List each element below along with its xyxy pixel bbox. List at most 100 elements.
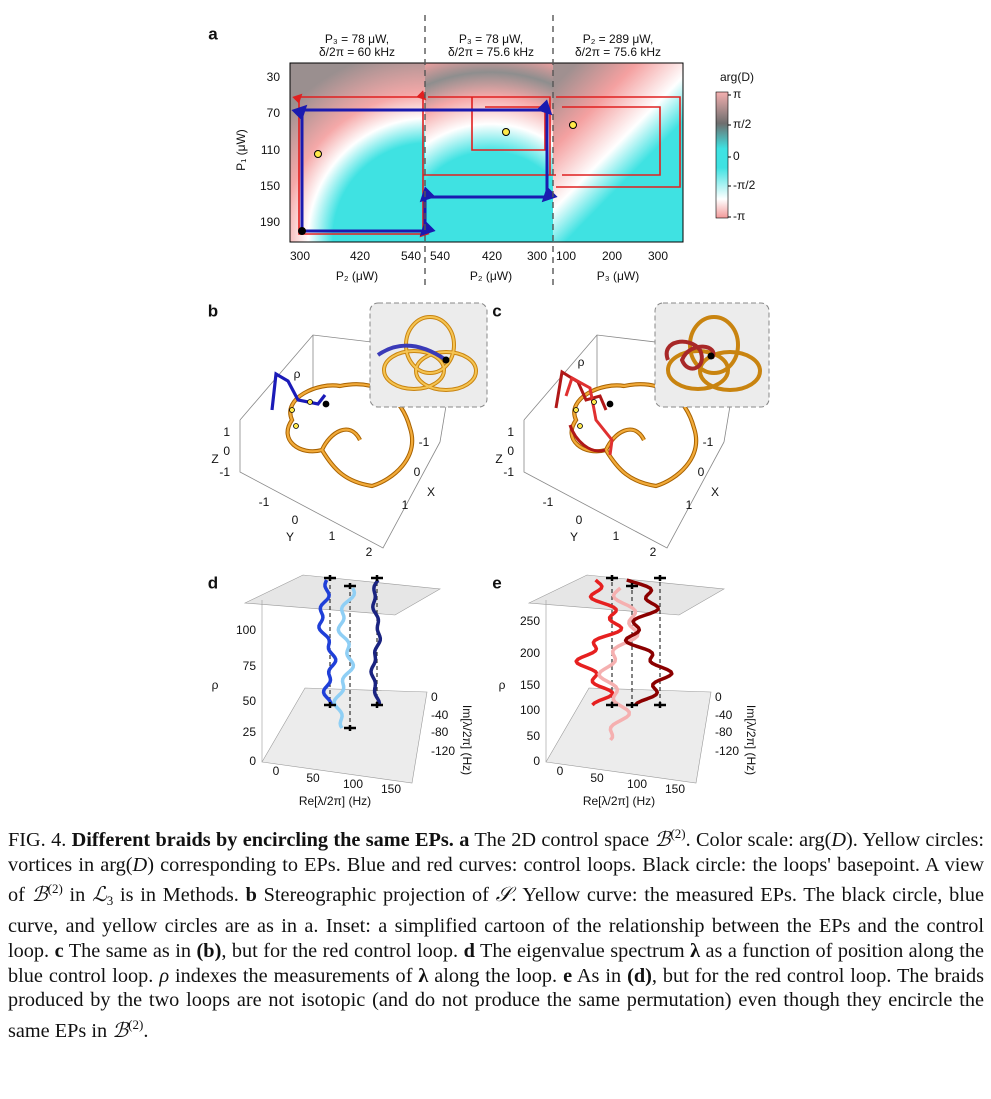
blue-braid xyxy=(270,371,327,411)
x-tick-label: 300 xyxy=(527,249,547,263)
caption-math: (2) xyxy=(47,881,63,897)
red-braid xyxy=(554,369,614,456)
caption: FIG. 4. Different braids by encircling t… xyxy=(8,822,984,1044)
tick-label: 1 xyxy=(329,529,336,543)
caption-title: Different braids by encircling the same … xyxy=(71,829,454,851)
axis-label: Y xyxy=(570,530,578,544)
tick-label: 1 xyxy=(686,498,693,512)
tick-label: 0 xyxy=(273,764,280,778)
endpoint xyxy=(626,583,638,589)
tick-label: -1 xyxy=(419,435,430,449)
tick-label: 0 xyxy=(223,444,230,458)
endpoint xyxy=(654,575,666,581)
tick-label: 25 xyxy=(243,725,257,739)
caption-text: (d) xyxy=(627,964,652,987)
x-tick-label: 540 xyxy=(401,249,421,263)
tick-label: -1 xyxy=(703,435,714,449)
x-tick-label: 420 xyxy=(482,249,502,263)
colorbar-tick-label: -π xyxy=(733,209,745,223)
tick-label: 0 xyxy=(507,444,514,458)
caption-text: Stereographic projection of xyxy=(256,884,496,907)
caption-text: The eigenvalue spectrum xyxy=(474,939,691,962)
tick-label: 1 xyxy=(223,425,230,439)
ep-markers xyxy=(573,399,614,429)
tick-label: 50 xyxy=(306,771,320,785)
x-axis-label: P₃ (μW) xyxy=(597,269,639,283)
spectrum-trace xyxy=(317,579,338,706)
tick-label: 75 xyxy=(243,659,257,673)
caption-text: c xyxy=(54,939,64,962)
caption-text: e xyxy=(563,964,573,987)
tick-label: 150 xyxy=(520,678,540,692)
tick-label: -1 xyxy=(259,495,270,509)
colorbar xyxy=(715,91,729,219)
y-tick-label: 70 xyxy=(267,106,281,120)
endpoint xyxy=(344,583,356,589)
spectrum-trace xyxy=(597,586,640,742)
y-axis-label: P₁ (μW) xyxy=(234,129,248,171)
caption-math: λ xyxy=(418,964,429,987)
tick-label: -120 xyxy=(431,744,455,758)
caption-text: The same as in xyxy=(63,939,197,962)
caption-text: The 2D control space xyxy=(469,829,655,851)
subpanel-title: P₃ = 78 μW, xyxy=(459,32,523,46)
tick-label: 1 xyxy=(507,425,514,439)
tick-label: 2 xyxy=(366,545,373,559)
y-tick-label: 30 xyxy=(267,70,281,84)
axis-label: ρ xyxy=(294,367,301,381)
separator xyxy=(424,15,554,288)
caption-math: D xyxy=(132,853,148,876)
colorbar-title: arg(D) xyxy=(720,70,754,84)
axis-label: Z xyxy=(495,452,502,466)
tick-label: 50 xyxy=(243,694,257,708)
y-tick-label: 110 xyxy=(261,143,280,157)
tick-label: 150 xyxy=(381,782,401,796)
caption-math: 3 xyxy=(106,893,114,909)
ep-markers xyxy=(289,399,330,429)
caption-text: d xyxy=(463,939,475,962)
basepoint xyxy=(442,356,450,364)
tick-label: 0 xyxy=(414,465,421,479)
caption-math: ℒ xyxy=(92,884,107,907)
x-axis-label: P₂ (μW) xyxy=(336,269,378,283)
axis-label: Y xyxy=(286,530,294,544)
caption-math: 𝒮 xyxy=(495,884,512,907)
tick-label: 0 xyxy=(698,465,705,479)
inset-loop xyxy=(664,339,716,371)
y-tick-label: 190 xyxy=(260,215,280,229)
subpanel-title: δ/2π = 60 kHz xyxy=(319,45,395,59)
caption-math: (2) xyxy=(670,826,686,841)
spectrum-trace xyxy=(369,579,383,706)
tick-label: 100 xyxy=(236,623,256,637)
subpanel-title: δ/2π = 75.6 kHz xyxy=(575,45,661,59)
panel-label: d xyxy=(208,573,218,592)
panel-label: b xyxy=(208,301,218,320)
colorbar-tick-label: π xyxy=(733,87,741,101)
spectrum-trace xyxy=(623,578,674,707)
tick-label: 2 xyxy=(650,545,657,559)
caption-text: As in xyxy=(572,964,628,987)
axis-label: X xyxy=(427,485,435,499)
panel-label: e xyxy=(492,573,501,592)
caption-text: . xyxy=(143,1019,149,1042)
x-tick-label: 100 xyxy=(556,249,576,263)
tick-label: -40 xyxy=(715,708,733,722)
endpoint xyxy=(371,575,383,581)
tick-label: 0 xyxy=(431,690,438,704)
tick-label: 250 xyxy=(520,614,540,628)
tick-label: 0 xyxy=(292,513,299,527)
tick-label: 0 xyxy=(249,754,256,768)
subpanel-title: P₃ = 78 μW, xyxy=(325,32,389,46)
tick-label: 50 xyxy=(527,729,541,743)
tick-label: -1 xyxy=(219,465,230,479)
heatmap xyxy=(425,63,553,242)
caption-math: D xyxy=(831,829,847,851)
caption-text: ). Yellow circles: vortices in arg( xyxy=(8,829,984,876)
caption-text: ) corresponding to EPs. Blue and red cur… xyxy=(8,853,984,907)
tick-label: 50 xyxy=(590,771,604,785)
axis-label: ρ xyxy=(578,355,585,369)
axis-label: Im[λ/2π] (Hz) xyxy=(744,705,758,775)
tick-label: 100 xyxy=(520,703,540,717)
tick-label: -80 xyxy=(431,725,449,739)
